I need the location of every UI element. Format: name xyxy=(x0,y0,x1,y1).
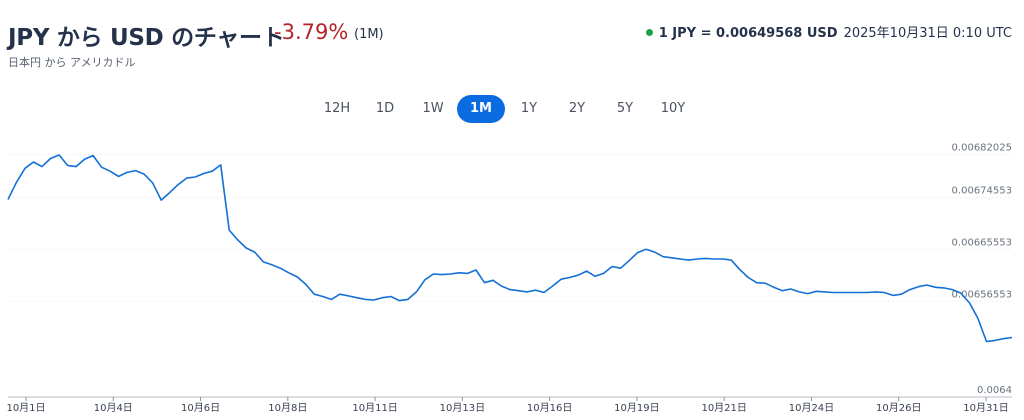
page-title: JPY から USD のチャート xyxy=(8,25,285,51)
rate-readout: 1 JPY = 0.00649568 USD 2025年10月31日 0:10 U… xyxy=(645,22,1012,41)
y-tick-label: 0.00665553 xyxy=(952,237,1012,248)
tab-1d[interactable]: 1D xyxy=(375,101,395,116)
series-line xyxy=(7,154,1013,343)
y-tick-label: 0.00656553 xyxy=(952,289,1012,300)
x-tick-label: 10月26日 xyxy=(876,402,921,414)
x-tick-label: 10月24日 xyxy=(789,402,834,414)
period-label: (1M) xyxy=(354,27,384,42)
page-subtitle: 日本円 から アメリカドル xyxy=(8,56,136,69)
x-tick-label: 10月1日 xyxy=(6,402,45,414)
tab-12h[interactable]: 12H xyxy=(323,101,351,116)
rate-value: 1 JPY = 0.00649568 USD xyxy=(658,26,838,41)
y-tick-label: 0.0064 xyxy=(977,385,1012,396)
x-tick-label: 10月16日 xyxy=(527,402,572,414)
tab-1m[interactable]: 1M xyxy=(457,95,505,123)
change-percent: -3.79% xyxy=(274,20,349,44)
tab-10y[interactable]: 10Y xyxy=(660,101,686,116)
rate-timestamp: 2025年10月31日 0:10 UTC xyxy=(843,26,1012,41)
tab-2y[interactable]: 2Y xyxy=(568,101,586,116)
y-tick-label: 0.00674553 xyxy=(952,185,1012,196)
range-tabs: 12H 1D 1W 1M 1Y 2Y 5Y 10Y xyxy=(313,95,697,123)
x-tick-label: 10月11日 xyxy=(352,402,397,414)
x-tick-label: 10月19日 xyxy=(614,402,659,414)
y-tick-label: 0.00682025 xyxy=(952,142,1012,153)
x-tick-label: 10月6日 xyxy=(181,402,220,414)
x-tick-label: 10月8日 xyxy=(268,402,307,414)
tab-5y[interactable]: 5Y xyxy=(616,101,634,116)
x-tick-label: 10月31日 xyxy=(963,402,1008,414)
tab-1y[interactable]: 1Y xyxy=(520,101,538,116)
x-tick-label: 10月4日 xyxy=(94,402,133,414)
x-tick-label: 10月21日 xyxy=(701,402,746,414)
x-tick-label: 10月13日 xyxy=(440,402,485,414)
tab-1w[interactable]: 1W xyxy=(422,101,444,116)
live-status-icon xyxy=(645,29,653,36)
